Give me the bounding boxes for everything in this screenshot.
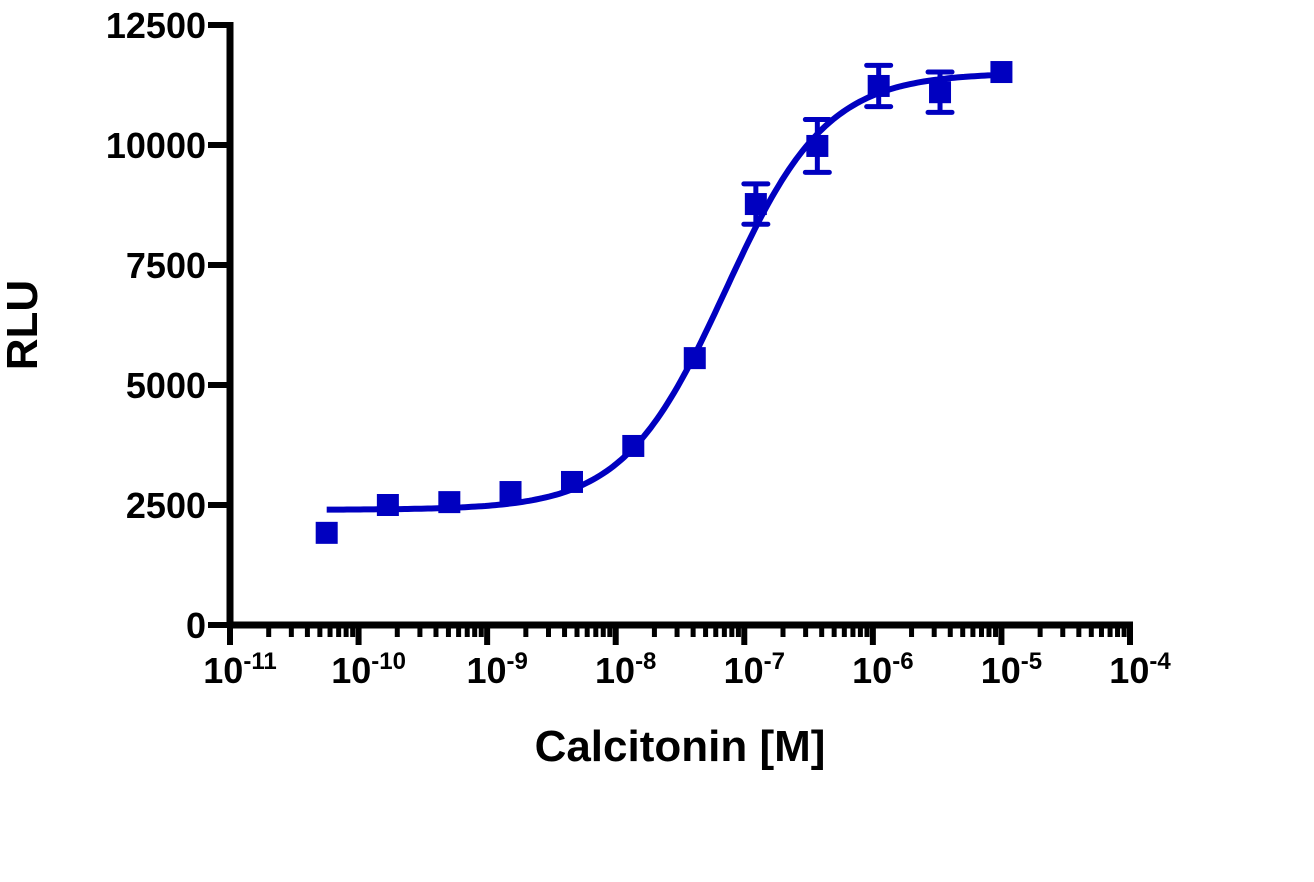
y-tick-label: 2500 — [126, 485, 206, 526]
x-tick-label: 10-7 — [724, 648, 785, 691]
data-point — [560, 470, 583, 493]
x-tick-label: 10-4 — [1109, 648, 1171, 691]
data-point — [315, 521, 338, 544]
x-tick-label: 10-5 — [981, 648, 1042, 691]
y-tick-label: 10000 — [106, 125, 206, 166]
x-tick-label: 10-9 — [466, 648, 527, 691]
data-point — [683, 347, 706, 370]
data-point — [499, 481, 522, 504]
x-tick-label: 10-6 — [852, 648, 913, 691]
y-tick-label: 7500 — [126, 245, 206, 286]
data-point — [806, 134, 829, 157]
tick-labels: 0 2500 5000 7500 10000 12500 10-11 10-10 10-9 10-… — [106, 5, 1171, 691]
x-tick-label: 10-10 — [331, 648, 406, 691]
data-point — [867, 74, 890, 97]
y-axis-label: RLU — [0, 280, 47, 370]
data-point — [744, 193, 767, 216]
fit-curve — [326, 71, 1002, 513]
axes — [208, 22, 1133, 645]
data-point — [376, 494, 399, 516]
y-tick-label: 12500 — [106, 5, 206, 46]
x-tick-label: 10-8 — [595, 648, 656, 691]
data-point — [990, 61, 1013, 84]
data-point — [438, 491, 461, 514]
data-marks — [315, 61, 1013, 544]
y-tick-label: 0 — [186, 605, 206, 646]
data-point — [622, 434, 645, 457]
x-axis-label: Calcitonin [M] — [535, 722, 826, 771]
x-tick-label: 10-11 — [203, 648, 276, 691]
data-point — [929, 81, 952, 104]
y-tick-label: 5000 — [126, 365, 206, 406]
